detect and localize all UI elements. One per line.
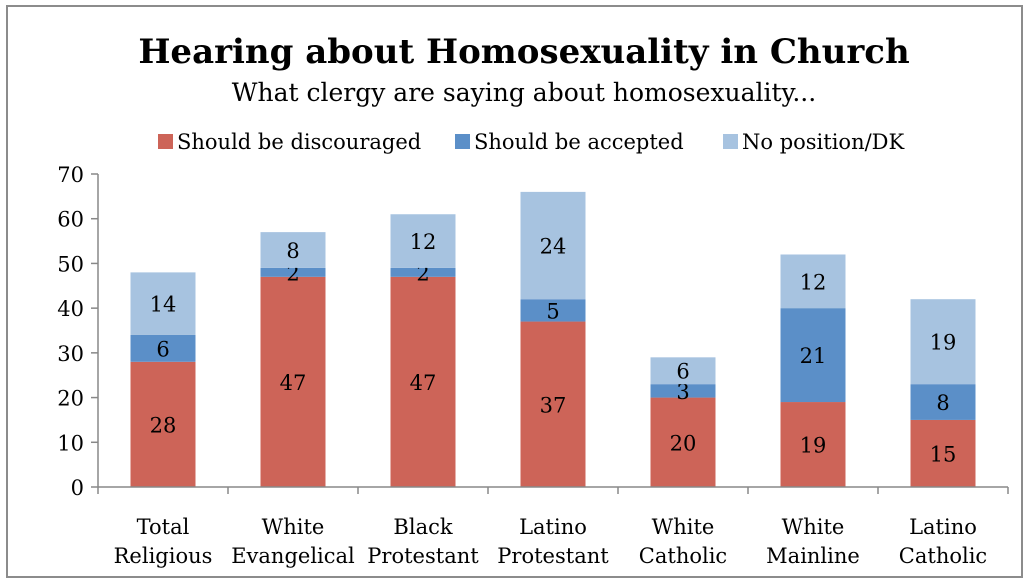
bar-segment: [650, 397, 716, 487]
x-category-label: Total Religious: [114, 515, 213, 568]
chart-title: Hearing about Homosexuality in Church: [138, 32, 909, 72]
y-tick-label: 60: [57, 208, 84, 232]
data-label: 15: [930, 442, 957, 466]
legend-swatch-0: [158, 134, 173, 149]
legend-item-1: Should be accepted: [455, 130, 684, 154]
data-label: 6: [156, 337, 169, 361]
y-axis: 0 10 20 30 40 50 60 70: [57, 163, 99, 500]
bar-segment: [130, 272, 196, 335]
bar-segment: [390, 276, 456, 487]
bar-segment: [910, 299, 976, 385]
x-category-label-line: Total: [137, 515, 190, 539]
data-label: 20: [670, 431, 697, 455]
legend-swatch-1: [455, 134, 470, 149]
bar-segment: [910, 384, 976, 420]
y-tick-label: 40: [57, 297, 84, 321]
data-label: 28: [150, 413, 177, 437]
data-label: 5: [546, 299, 559, 323]
bar-segment: [780, 308, 846, 403]
data-label: 3: [676, 380, 689, 404]
x-category-label-line: Catholic: [899, 544, 987, 568]
x-category-label-line: Latino: [909, 515, 977, 539]
x-category-label-line: Mainline: [766, 544, 860, 568]
x-category-label: Latino Protestant: [497, 515, 609, 568]
legend-label-1: Should be accepted: [474, 130, 684, 154]
legend: Should be discouraged Should be accepted N…: [158, 130, 905, 154]
legend-item-0: Should be discouraged: [158, 130, 421, 154]
x-category-label-line: White: [782, 515, 845, 539]
bar-segment: [260, 276, 326, 487]
x-category-label: Black Protestant: [367, 515, 479, 568]
bar-segment: [650, 384, 716, 398]
data-label: 8: [936, 391, 949, 415]
x-category-label: White Evangelical: [231, 515, 355, 568]
legend-item-2: No position/DK: [723, 130, 905, 154]
chart-subtitle: What clergy are saying about homosexuali…: [232, 78, 816, 107]
bar-segment: [520, 299, 586, 322]
y-tick-label: 30: [57, 342, 84, 366]
data-label: 12: [410, 230, 437, 254]
y-tick-label: 70: [57, 163, 84, 187]
legend-label-2: No position/DK: [742, 130, 905, 154]
chart-svg: Hearing about Homosexuality in Church Wh…: [57, 32, 1009, 568]
x-category-label-line: White: [652, 515, 715, 539]
x-category-label: White Catholic: [639, 515, 727, 568]
x-category-label-line: Catholic: [639, 544, 727, 568]
bar-segment: [130, 334, 196, 362]
x-category-label-line: White: [262, 515, 325, 539]
data-label: 6: [676, 360, 689, 384]
bar-segment: [650, 357, 716, 385]
x-category-label: White Mainline: [766, 515, 860, 568]
bar-segment: [390, 214, 456, 268]
data-label: 37: [540, 393, 567, 417]
bar-segment: [520, 191, 586, 300]
x-category-label-line: Religious: [114, 544, 213, 568]
data-label: 14: [150, 293, 177, 317]
y-tick-label: 50: [57, 252, 84, 276]
x-category-label-line: Protestant: [367, 544, 479, 568]
bar-segment: [520, 321, 586, 487]
data-label: 47: [280, 371, 307, 395]
data-label: 8: [286, 239, 299, 263]
bar-segment: [260, 267, 326, 277]
bar-segment: [260, 232, 326, 268]
legend-label-0: Should be discouraged: [177, 130, 421, 154]
data-label: 12: [800, 270, 827, 294]
bar-segment: [390, 267, 456, 277]
x-category-label-line: Latino: [519, 515, 587, 539]
data-label: 19: [930, 331, 957, 355]
chart-frame: Hearing about Homosexuality in Church Wh…: [6, 5, 1023, 578]
data-label: 19: [800, 434, 827, 458]
x-axis: Total Religious White Evangelical Black Prote…: [97, 486, 1009, 568]
y-tick-label: 0: [71, 476, 84, 500]
bar-segment: [910, 419, 976, 487]
bar-segment: [780, 402, 846, 487]
y-tick-label: 20: [57, 387, 84, 411]
x-category-label: Latino Catholic: [899, 515, 987, 568]
bar-segment: [130, 361, 196, 487]
bar-segment: [780, 254, 846, 309]
x-category-label-line: Black: [393, 515, 452, 539]
legend-swatch-2: [723, 134, 738, 149]
data-label: 21: [800, 344, 827, 368]
data-label: 24: [540, 235, 567, 259]
x-category-label-line: Protestant: [497, 544, 609, 568]
y-tick-label: 10: [57, 431, 84, 455]
x-category-label-line: Evangelical: [231, 544, 355, 568]
data-label: 47: [410, 371, 437, 395]
